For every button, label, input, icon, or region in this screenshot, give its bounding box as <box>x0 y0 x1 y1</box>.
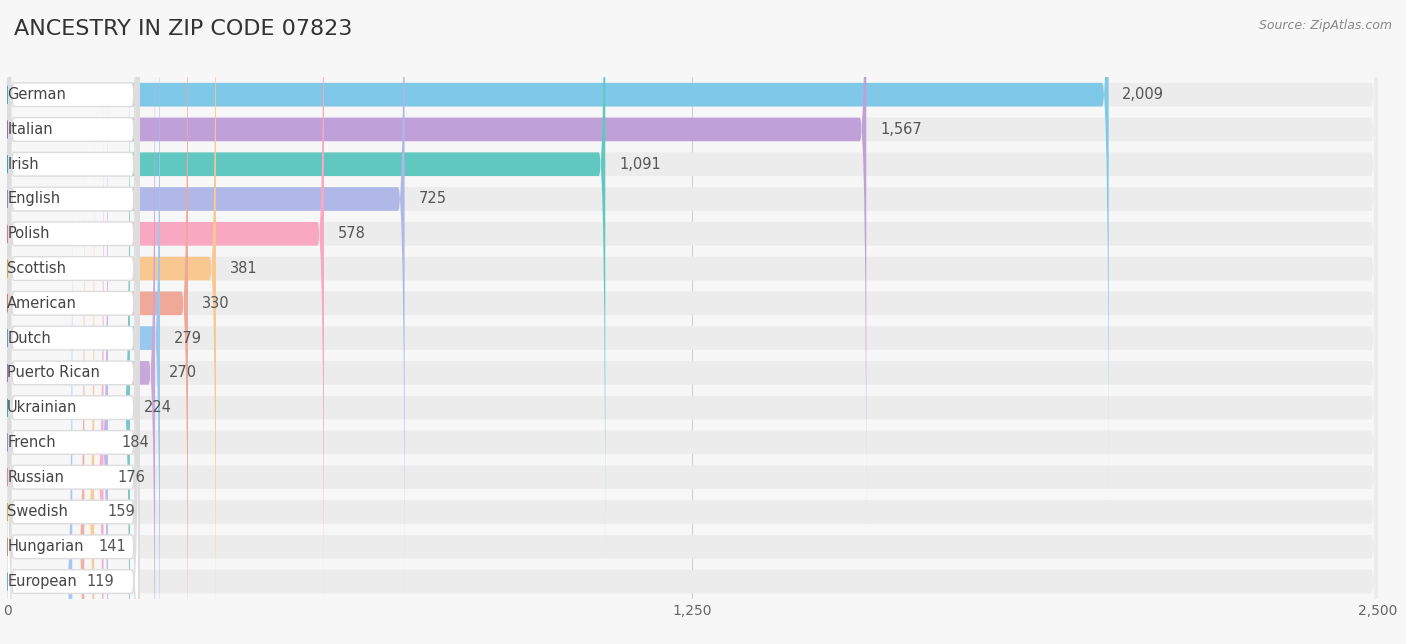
FancyBboxPatch shape <box>7 37 139 644</box>
FancyBboxPatch shape <box>7 71 139 644</box>
Text: Polish: Polish <box>7 226 49 242</box>
FancyBboxPatch shape <box>7 0 605 570</box>
Text: 1,567: 1,567 <box>880 122 922 137</box>
FancyBboxPatch shape <box>7 0 160 644</box>
FancyBboxPatch shape <box>7 0 139 644</box>
FancyBboxPatch shape <box>7 0 1378 605</box>
Text: Hungarian: Hungarian <box>7 539 84 554</box>
FancyBboxPatch shape <box>7 0 139 605</box>
FancyBboxPatch shape <box>7 106 139 644</box>
FancyBboxPatch shape <box>7 0 1378 500</box>
Text: 725: 725 <box>418 191 446 207</box>
Text: Ukrainian: Ukrainian <box>7 400 77 415</box>
FancyBboxPatch shape <box>7 0 155 644</box>
FancyBboxPatch shape <box>7 2 139 644</box>
FancyBboxPatch shape <box>7 71 104 644</box>
Text: 159: 159 <box>108 504 135 520</box>
FancyBboxPatch shape <box>7 0 323 639</box>
FancyBboxPatch shape <box>7 141 1378 644</box>
FancyBboxPatch shape <box>7 2 129 644</box>
Text: 184: 184 <box>122 435 149 450</box>
Text: Swedish: Swedish <box>7 504 67 520</box>
FancyBboxPatch shape <box>7 0 1378 644</box>
FancyBboxPatch shape <box>7 176 1378 644</box>
FancyBboxPatch shape <box>7 0 866 535</box>
FancyBboxPatch shape <box>7 37 1378 644</box>
Text: 176: 176 <box>117 469 145 485</box>
FancyBboxPatch shape <box>7 0 1378 644</box>
FancyBboxPatch shape <box>7 0 1378 644</box>
Text: French: French <box>7 435 56 450</box>
Text: English: English <box>7 191 60 207</box>
Text: 119: 119 <box>86 574 114 589</box>
FancyBboxPatch shape <box>7 0 217 644</box>
FancyBboxPatch shape <box>7 2 1378 644</box>
Text: 141: 141 <box>98 539 125 554</box>
Text: American: American <box>7 296 77 311</box>
Text: Puerto Rican: Puerto Rican <box>7 365 100 381</box>
FancyBboxPatch shape <box>7 0 405 605</box>
FancyBboxPatch shape <box>7 0 139 644</box>
Text: Russian: Russian <box>7 469 65 485</box>
Text: Scottish: Scottish <box>7 261 66 276</box>
Text: Dutch: Dutch <box>7 330 51 346</box>
FancyBboxPatch shape <box>7 0 139 644</box>
Text: 381: 381 <box>229 261 257 276</box>
Text: 2,009: 2,009 <box>1122 87 1164 102</box>
FancyBboxPatch shape <box>7 37 108 644</box>
Text: Source: ZipAtlas.com: Source: ZipAtlas.com <box>1258 19 1392 32</box>
Text: 330: 330 <box>201 296 229 311</box>
FancyBboxPatch shape <box>7 0 139 570</box>
FancyBboxPatch shape <box>7 71 1378 644</box>
Text: European: European <box>7 574 77 589</box>
Text: 279: 279 <box>174 330 201 346</box>
FancyBboxPatch shape <box>7 0 139 535</box>
FancyBboxPatch shape <box>7 141 139 644</box>
FancyBboxPatch shape <box>7 106 1378 644</box>
Text: Italian: Italian <box>7 122 53 137</box>
Text: German: German <box>7 87 66 102</box>
FancyBboxPatch shape <box>7 141 84 644</box>
FancyBboxPatch shape <box>7 0 139 639</box>
FancyBboxPatch shape <box>7 176 72 644</box>
FancyBboxPatch shape <box>7 0 1109 500</box>
Text: 1,091: 1,091 <box>619 156 661 172</box>
Text: Irish: Irish <box>7 156 39 172</box>
FancyBboxPatch shape <box>7 0 1378 639</box>
FancyBboxPatch shape <box>7 0 139 644</box>
Text: ANCESTRY IN ZIP CODE 07823: ANCESTRY IN ZIP CODE 07823 <box>14 19 353 39</box>
Text: 224: 224 <box>143 400 172 415</box>
FancyBboxPatch shape <box>7 0 1378 570</box>
FancyBboxPatch shape <box>7 106 94 644</box>
FancyBboxPatch shape <box>7 0 1378 644</box>
FancyBboxPatch shape <box>7 0 1378 535</box>
Text: 578: 578 <box>337 226 366 242</box>
FancyBboxPatch shape <box>7 176 139 644</box>
FancyBboxPatch shape <box>7 0 139 500</box>
FancyBboxPatch shape <box>7 0 188 644</box>
Text: 270: 270 <box>169 365 197 381</box>
